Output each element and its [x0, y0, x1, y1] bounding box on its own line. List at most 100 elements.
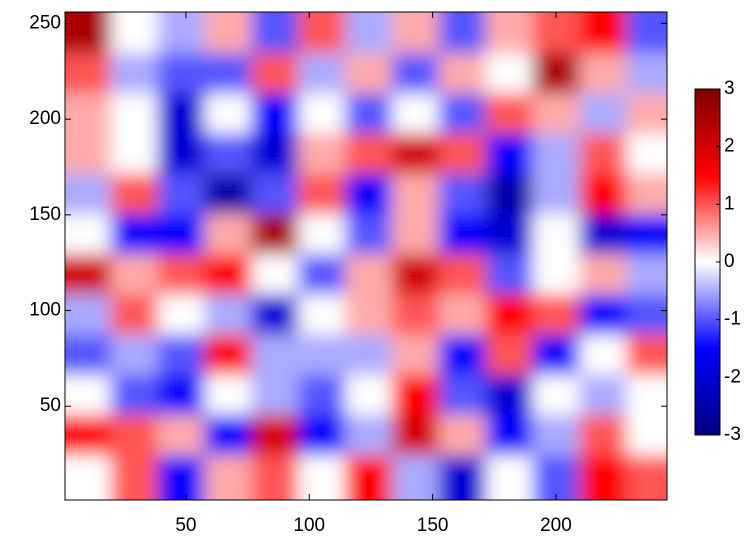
heat-cell: [298, 455, 346, 500]
heat-cell: [251, 254, 299, 295]
colorbar-tick-label: -3: [724, 424, 741, 445]
heat-cell: [579, 254, 627, 295]
heat-cell: [626, 374, 667, 416]
colorbar: [694, 88, 721, 436]
heat-cell: [485, 414, 534, 456]
heat-cell: [251, 93, 299, 135]
heat-cell: [391, 414, 440, 456]
heat-cell: [157, 53, 205, 94]
heat-cell: [391, 93, 440, 135]
heat-cell: [298, 374, 346, 416]
heat-cell: [626, 93, 667, 135]
heat-cell: [157, 374, 205, 416]
heat-cell: [65, 133, 112, 175]
heat-cell: [438, 414, 487, 456]
heat-cell: [345, 93, 393, 135]
heat-cell: [298, 213, 346, 255]
heat-cell: [251, 173, 299, 215]
y-tick-label: 200: [29, 108, 61, 129]
heat-cell: [391, 53, 440, 94]
heat-cell: [579, 53, 627, 94]
heat-cell: [204, 414, 252, 456]
heat-cell: [65, 213, 112, 255]
heat-cell: [345, 294, 393, 335]
heat-cell: [438, 254, 487, 295]
heat-cell: [65, 374, 112, 416]
heat-cell: [204, 12, 252, 54]
heat-cell: [157, 93, 205, 135]
x-tick-label: 150: [417, 515, 449, 536]
heat-cell: [391, 133, 440, 175]
heat-cell: [391, 254, 440, 295]
heat-cell: [110, 334, 159, 376]
heat-cell: [65, 173, 112, 215]
heat-cell: [298, 414, 346, 456]
heat-cell: [579, 374, 627, 416]
heat-cell: [157, 173, 205, 215]
heat-cell: [204, 93, 252, 135]
heat-cell: [532, 455, 580, 500]
heat-cell: [65, 334, 112, 376]
heat-cell: [298, 173, 346, 215]
y-tick-label: 100: [29, 300, 61, 321]
heat-cell: [65, 294, 112, 335]
heat-cell: [298, 133, 346, 175]
heat-cell: [345, 414, 393, 456]
heat-cell: [391, 294, 440, 335]
heat-cell: [579, 173, 627, 215]
heat-cell: [110, 12, 159, 54]
heat-cell: [485, 93, 534, 135]
heat-cell: [65, 455, 112, 500]
heat-cell: [110, 455, 159, 500]
heat-cell: [626, 254, 667, 295]
heat-cell: [251, 414, 299, 456]
heat-cell: [298, 334, 346, 376]
heat-cell: [65, 12, 112, 54]
heat-cell: [438, 53, 487, 94]
heat-cell: [626, 12, 667, 54]
heat-cell: [485, 455, 534, 500]
heat-cell: [110, 93, 159, 135]
colorbar-tick-label: 0: [724, 251, 735, 272]
heat-cell: [157, 455, 205, 500]
heat-cell: [626, 53, 667, 94]
heat-cell: [626, 455, 667, 500]
heat-cell: [391, 12, 440, 54]
plot-frame: [64, 11, 668, 501]
heat-cell: [438, 173, 487, 215]
heat-cell: [65, 53, 112, 94]
heat-cell: [579, 414, 627, 456]
heat-cell: [485, 173, 534, 215]
heat-cell: [579, 455, 627, 500]
heat-cell: [485, 53, 534, 94]
heat-cell: [532, 374, 580, 416]
heat-cell: [579, 294, 627, 335]
heat-cell: [391, 374, 440, 416]
heat-cell: [438, 93, 487, 135]
heat-cell: [485, 374, 534, 416]
heat-cell: [345, 53, 393, 94]
heat-cell: [204, 455, 252, 500]
heat-cell: [485, 12, 534, 54]
heat-cell: [345, 374, 393, 416]
heat-cell: [251, 294, 299, 335]
heat-cell: [298, 53, 346, 94]
heat-cell: [391, 213, 440, 255]
heat-cell: [532, 414, 580, 456]
heat-cell: [485, 334, 534, 376]
colorbar-tick-label: 1: [724, 193, 735, 214]
heat-cell: [157, 133, 205, 175]
heat-cell: [438, 213, 487, 255]
heat-cell: [438, 294, 487, 335]
heat-cell: [298, 254, 346, 295]
heat-cell: [251, 53, 299, 94]
heat-cell: [204, 173, 252, 215]
heat-cell: [110, 414, 159, 456]
heat-cell: [345, 254, 393, 295]
heat-cell: [251, 12, 299, 54]
heat-cell: [626, 414, 667, 456]
heat-cell: [579, 213, 627, 255]
x-tick-label: 200: [540, 515, 572, 536]
